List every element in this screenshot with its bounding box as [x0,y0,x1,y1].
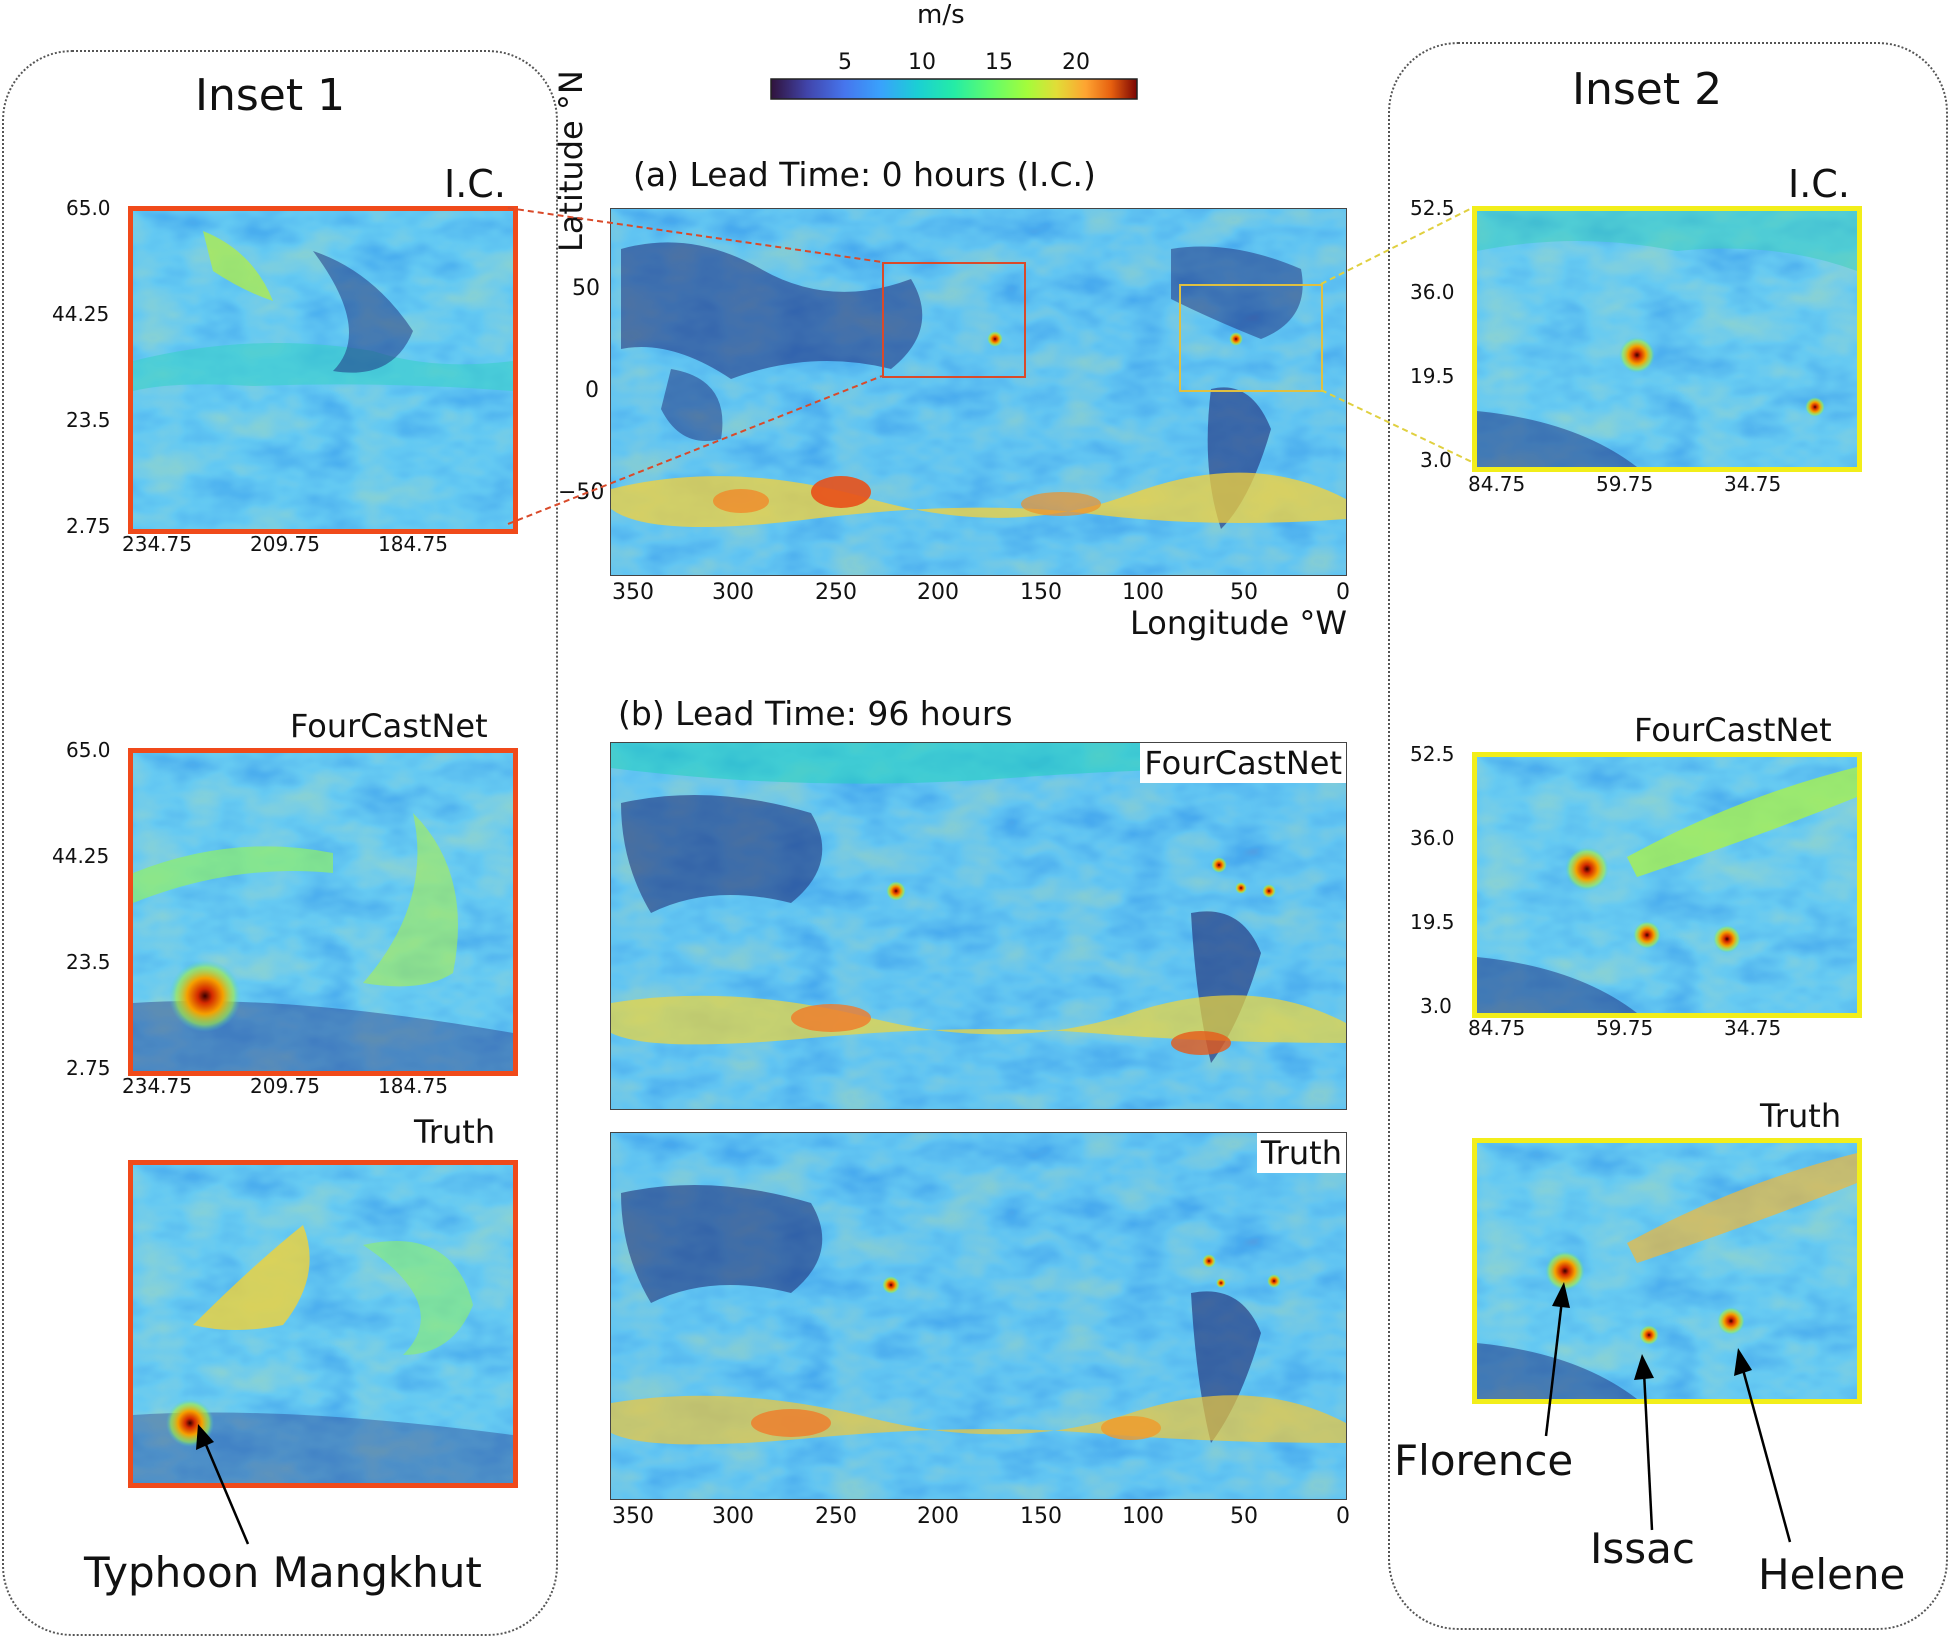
inset1-forecast-xtick: 209.75 [250,1074,320,1098]
panel-b-xtick: 100 [1122,1504,1164,1529]
colorbar-tick-5: 5 [838,50,852,75]
inset2-forecast-xtick: 59.75 [1596,1016,1654,1040]
panel-b-xtick: 50 [1230,1504,1258,1529]
inset1-forecast-ytick: 65.0 [66,738,111,762]
florence-arrow [1544,1282,1570,1437]
inset2-truth-map [1472,1138,1862,1404]
inset1-forecast-label: FourCastNet [286,706,492,746]
colorbar-unit: m/s [917,0,965,30]
panel-b-xtick: 250 [815,1504,857,1529]
panel-b-forecast-map: FourCastNet [610,742,1347,1110]
inset1-ic-ytick: 2.75 [66,514,111,538]
inset2-forecast-label: FourCastNet [1630,710,1836,750]
inset1-ic-xtick: 209.75 [250,532,320,556]
panel-a-xtick: 150 [1020,580,1062,605]
inset1-truth-label: Truth [410,1112,500,1152]
colorbar-tick-20: 20 [1062,50,1090,75]
inset1-forecast-ytick: 2.75 [66,1056,111,1080]
inset1-forecast-xtick: 184.75 [378,1074,448,1098]
panel-b-truth-label: Truth [1256,1133,1346,1173]
panel-a-xtick: 0 [1336,580,1350,605]
issac-label: Issac [1590,1524,1695,1573]
panel-a-xtick: 50 [1230,580,1258,605]
inset2-forecast-ytick: 3.0 [1420,994,1452,1018]
panel-b-xtick: 200 [917,1504,959,1529]
inset2-ic-ytick: 36.0 [1410,280,1455,304]
panel-a-xtick: 250 [815,580,857,605]
inset1-forecast-map [128,748,518,1076]
inset1-ic-xtick: 234.75 [122,532,192,556]
inset2-forecast-xtick: 84.75 [1468,1016,1526,1040]
panel-a-ytick-0: 0 [585,378,599,403]
colorbar-tick-15: 15 [985,50,1013,75]
inset1-title: Inset 1 [195,70,346,121]
panel-b-xtick: 350 [612,1504,654,1529]
inset2-ic-ytick: 19.5 [1410,364,1455,388]
inset1-ic-xtick: 184.75 [378,532,448,556]
inset1-forecast-ytick: 23.5 [66,950,111,974]
inset2-forecast-ytick: 52.5 [1410,742,1455,766]
inset2-forecast-xtick: 34.75 [1724,1016,1782,1040]
inset2-ic-ytick: 52.5 [1410,196,1455,220]
inset1-truth-map [128,1160,518,1488]
inset2-forecast-ytick: 36.0 [1410,826,1455,850]
panel-a-xtick: 350 [612,580,654,605]
inset1-forecast-xtick: 234.75 [122,1074,192,1098]
inset2-ic-label: I.C. [1784,164,1854,204]
colorbar [770,78,1138,100]
helene-arrow [1734,1348,1792,1543]
issac-arrow [1634,1354,1654,1531]
inset1-frame [2,50,558,1636]
typhoon-arrow [196,1424,250,1545]
panel-b-xtick: 150 [1020,1504,1062,1529]
panel-b-forecast-label: FourCastNet [1140,743,1346,783]
inset1-ic-label: I.C. [440,164,510,204]
inset1-ic-ytick: 44.25 [52,302,110,326]
inset2-ic-map [1472,206,1862,472]
inset2-ic-xtick: 84.75 [1468,472,1526,496]
panel-a-xtick: 100 [1122,580,1164,605]
helene-label: Helene [1758,1550,1906,1599]
inset1-ic-map [128,206,518,534]
panel-a-title: (a) Lead Time: 0 hours (I.C.) [633,155,1096,194]
panel-b-truth-map: Truth [610,1132,1347,1500]
panel-a-xtick: 200 [917,580,959,605]
inset1-forecast-ytick: 44.25 [52,844,110,868]
panel-a-ytick-50: 50 [572,276,600,301]
inset2-title: Inset 2 [1572,64,1723,115]
colorbar-tick-10: 10 [908,50,936,75]
inset1-ic-ytick: 65.0 [66,196,111,220]
inset2-ic-ytick: 3.0 [1420,448,1452,472]
panel-b-title: (b) Lead Time: 96 hours [618,694,1013,733]
inset2-ic-xtick: 34.75 [1724,472,1782,496]
panel-a-map [610,208,1347,576]
inset2-frame [1388,42,1948,1630]
panel-b-xtick: 300 [712,1504,754,1529]
typhoon-label: Typhoon Mangkhut [84,1548,482,1597]
panel-b-xtick: 0 [1336,1504,1350,1529]
inset2-forecast-map [1472,752,1862,1018]
inset2-forecast-ytick: 19.5 [1410,910,1455,934]
inset1-ic-ytick: 23.5 [66,408,111,432]
inset2-ic-xtick: 59.75 [1596,472,1654,496]
inset2-truth-label: Truth [1756,1096,1846,1136]
panel-a-xtick: 300 [712,580,754,605]
florence-label: Florence [1394,1436,1574,1485]
panel-a-xlabel: Longitude °W [1130,604,1347,642]
